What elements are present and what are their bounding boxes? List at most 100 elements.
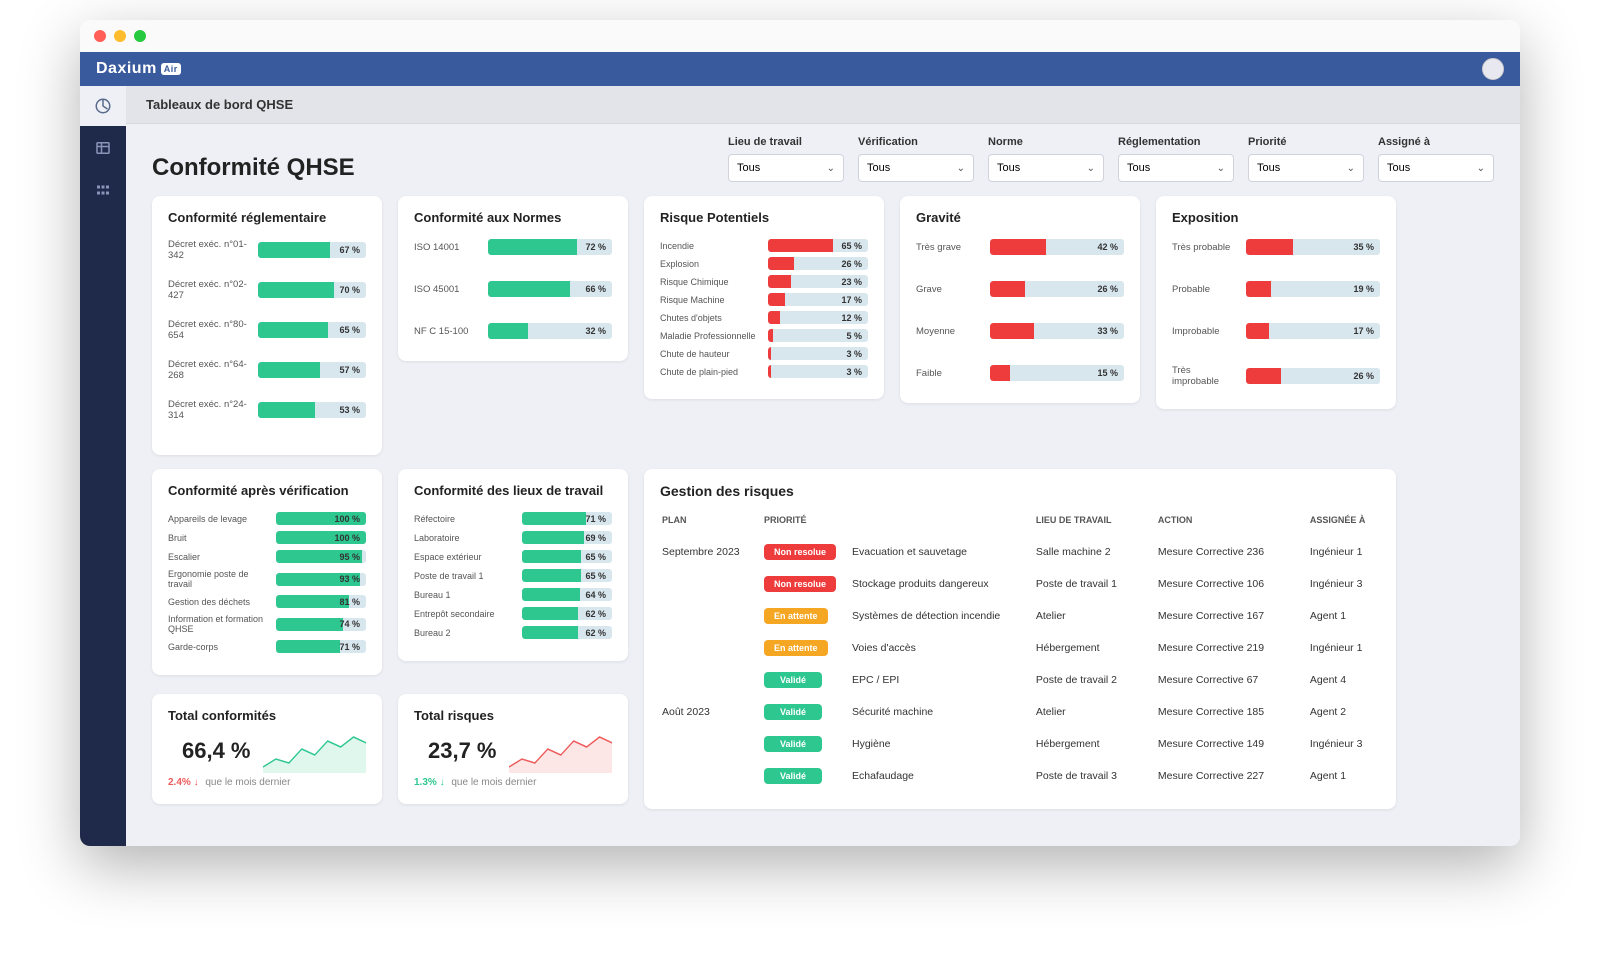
kpi-note: que le mois dernier [205, 777, 290, 788]
chevron-down-icon: ⌄ [1087, 163, 1095, 174]
filter-label: Vérification [858, 136, 974, 148]
bar-fill [258, 242, 330, 258]
bar-pct: 5 % [846, 331, 862, 341]
bar-label: ISO 14001 [414, 242, 480, 253]
priority-tag: Validé [764, 736, 822, 752]
bar-pct: 15 % [1097, 368, 1118, 378]
sidebar-grid-icon[interactable] [80, 170, 126, 210]
minimize-dot[interactable] [114, 30, 126, 42]
filter-select[interactable]: Tous ⌄ [858, 154, 974, 182]
bar-row: Maladie Professionnelle 5 % [660, 329, 868, 342]
bar-track: 81 % [276, 595, 366, 608]
bar-pct: 74 % [339, 619, 360, 629]
sidebar-table-icon[interactable] [80, 128, 126, 168]
cell-assignee: Ingénieur 1 [1310, 537, 1378, 567]
bar-pct: 26 % [1353, 371, 1374, 381]
filter-label: Assigné à [1378, 136, 1494, 148]
filter-1: Vérification Tous ⌄ [858, 136, 974, 182]
cell-desc: Echafaudage [852, 761, 1034, 791]
risk-row[interactable]: En attente Voies d'accès Hébergement Mes… [662, 633, 1378, 663]
bar-label: Très grave [916, 242, 982, 253]
bar-pct: 42 % [1097, 242, 1118, 252]
cell-plan [662, 665, 762, 695]
card-risques-potentiels: Risque Potentiels Incendie 65 % Explosio… [644, 196, 884, 399]
brand: Daxium Air [96, 60, 181, 78]
bar-label: Poste de travail 1 [414, 571, 514, 581]
bar-fill [768, 275, 791, 288]
cell-lieu: Salle machine 2 [1036, 537, 1156, 567]
filter-select[interactable]: Tous ⌄ [1378, 154, 1494, 182]
risk-row[interactable]: Validé EPC / EPI Poste de travail 2 Mesu… [662, 665, 1378, 695]
card-conformite-reglementaire: Conformité réglementaire Décret exéc. n°… [152, 196, 382, 455]
priority-tag: En attente [764, 608, 828, 624]
filter-value: Tous [737, 162, 760, 174]
kpi-value: 23,7 % [414, 738, 497, 764]
filter-3: Réglementation Tous ⌄ [1118, 136, 1234, 182]
cell-priority: En attente [764, 633, 850, 663]
cell-plan [662, 761, 762, 791]
bar-row: Escalier 95 % [168, 550, 366, 563]
cell-action: Mesure Corrective 219 [1158, 633, 1308, 663]
bar-label: Explosion [660, 259, 760, 269]
card-conformite-verification: Conformité après vérification Appareils … [152, 469, 382, 675]
bar-row: Improbable 17 % [1172, 323, 1380, 339]
th-priorite: PRIORITÉ [764, 515, 850, 535]
bar-track: 3 % [768, 347, 868, 360]
bar-label: ISO 45001 [414, 284, 480, 295]
bar-pct: 17 % [841, 295, 862, 305]
maximize-dot[interactable] [134, 30, 146, 42]
cell-priority: Validé [764, 729, 850, 759]
bar-fill [768, 347, 771, 360]
risk-row[interactable]: Septembre 2023 Non resolue Evacuation et… [662, 537, 1378, 567]
bar-fill [522, 626, 578, 639]
bar-fill [258, 402, 315, 418]
filter-select[interactable]: Tous ⌄ [988, 154, 1104, 182]
th-lieu: LIEU DE TRAVAIL [1036, 515, 1156, 535]
kpi-sparkline [263, 729, 367, 773]
app-body: Tableaux de bord QHSE Conformité QHSE Li… [80, 86, 1520, 846]
risk-row[interactable]: Non resolue Stockage produits dangereux … [662, 569, 1378, 599]
filter-select[interactable]: Tous ⌄ [728, 154, 844, 182]
risk-row[interactable]: Validé Echafaudage Poste de travail 3 Me… [662, 761, 1378, 791]
close-dot[interactable] [94, 30, 106, 42]
cell-priority: Validé [764, 665, 850, 695]
bar-pct: 65 % [841, 241, 862, 251]
bar-fill [522, 531, 584, 544]
bar-label: Bruit [168, 533, 268, 543]
filter-value: Tous [1127, 162, 1150, 174]
th-action: ACTION [1158, 515, 1308, 535]
card-title: Conformité réglementaire [168, 210, 366, 225]
avatar[interactable] [1482, 58, 1504, 80]
bar-pct: 66 % [585, 284, 606, 294]
bar-fill [990, 281, 1025, 297]
filter-5: Assigné à Tous ⌄ [1378, 136, 1494, 182]
bar-pct: 72 % [585, 242, 606, 252]
bar-track: 65 % [258, 322, 366, 338]
card-exposition: Exposition Très probable 35 % Probable 1… [1156, 196, 1396, 409]
risk-row[interactable]: En attente Systèmes de détection incendi… [662, 601, 1378, 631]
card-title: Conformité après vérification [168, 483, 366, 498]
cell-action: Mesure Corrective 149 [1158, 729, 1308, 759]
bar-row: Information et formation QHSE 74 % [168, 614, 366, 634]
card-conformite-lieux: Conformité des lieux de travail Réfectoi… [398, 469, 628, 661]
priority-tag: Non resolue [764, 544, 836, 560]
bar-row: Ergonomie poste de travail 93 % [168, 569, 366, 589]
bar-track: 95 % [276, 550, 366, 563]
kpi-footer: 1.3% ↓ que le mois dernier [414, 777, 612, 788]
kpi-value: 66,4 % [168, 738, 251, 764]
bar-label: Escalier [168, 552, 268, 562]
filter-2: Norme Tous ⌄ [988, 136, 1104, 182]
mac-titlebar [80, 20, 1520, 52]
filter-select[interactable]: Tous ⌄ [1248, 154, 1364, 182]
bar-label: Décret exéc. n°24-314 [168, 399, 250, 421]
risk-row[interactable]: Août 2023 Validé Sécurité machine Atelie… [662, 697, 1378, 727]
bar-track: 5 % [768, 329, 868, 342]
filter-select[interactable]: Tous ⌄ [1118, 154, 1234, 182]
risk-row[interactable]: Validé Hygiène Hébergement Mesure Correc… [662, 729, 1378, 759]
card-title: Risque Potentiels [660, 210, 868, 225]
card-title: Exposition [1172, 210, 1380, 225]
bar-label: Laboratoire [414, 533, 514, 543]
sidebar-chart-icon[interactable] [80, 86, 126, 126]
bar-label: Bureau 2 [414, 628, 514, 638]
bar-track: 69 % [522, 531, 612, 544]
